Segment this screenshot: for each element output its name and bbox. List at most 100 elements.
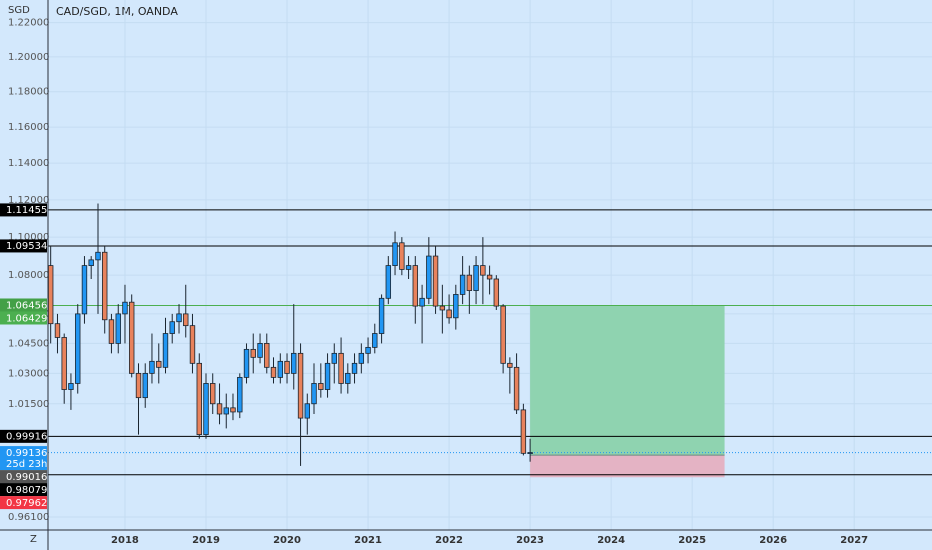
candle-body [513, 366, 520, 411]
candle-body [338, 352, 344, 384]
candle-body [473, 265, 479, 291]
candle-body [122, 301, 128, 315]
candle-body [459, 274, 466, 295]
price-label-box [0, 203, 47, 217]
candle-body [426, 255, 432, 299]
price-label-box [0, 239, 47, 253]
price-label: 1.11455 [6, 205, 47, 216]
y-tick-label: 1.10000 [8, 232, 49, 243]
candle-body [466, 274, 473, 291]
candle-body [203, 383, 209, 436]
candle-body [115, 313, 121, 344]
candle-body [223, 407, 229, 415]
candle-body [500, 305, 506, 364]
price-label: 0.99136 [6, 448, 47, 459]
candle-body [210, 383, 216, 405]
candle-body [304, 403, 310, 419]
candle-body [88, 259, 94, 266]
x-tick-label: 2027 [840, 535, 868, 546]
x-tick-label: 2025 [678, 535, 706, 546]
price-label-box [0, 470, 47, 484]
x-tick-label: 2023 [516, 535, 544, 546]
candle-body [47, 265, 54, 325]
x-tick-label: 2020 [273, 535, 301, 546]
candle-body [345, 372, 351, 384]
candle-body [95, 251, 101, 261]
chart-title: CAD/SGD, 1M, OANDA [56, 5, 178, 18]
price-label-box [0, 311, 47, 325]
y-tick-label: 1.08000 [8, 270, 49, 281]
candle-body [61, 337, 67, 390]
candle-body [405, 265, 412, 270]
candle-body [250, 348, 256, 358]
candle-body [68, 383, 74, 390]
candle-body [365, 346, 371, 354]
y-tick-label: 1.01500 [8, 399, 49, 410]
price-label: 0.97962 [6, 498, 47, 509]
candle-body [378, 297, 385, 334]
candle-body [432, 255, 439, 307]
candle-body [81, 265, 88, 315]
candle-body [243, 348, 250, 378]
corner-label[interactable]: Z [30, 534, 37, 545]
y-tick-label: 0.96100 [8, 512, 49, 523]
candle-body [264, 343, 270, 368]
price-label-box [0, 483, 47, 497]
candle-body [358, 352, 365, 364]
profit-zone [530, 305, 725, 456]
candle-body [297, 352, 304, 419]
x-tick-label: 2021 [354, 535, 382, 546]
price-label: 0.99916 [6, 432, 47, 443]
price-label: 1.06456 [6, 300, 47, 311]
candle-body [102, 251, 108, 321]
y-axis-label: SGD [8, 5, 30, 16]
price-label: 1.09534 [6, 241, 47, 252]
candle-body [257, 343, 263, 358]
candle-body [311, 383, 317, 405]
candle-body [176, 313, 182, 323]
candle-body [108, 319, 115, 344]
price-label-box [0, 496, 47, 510]
candle-body [318, 383, 324, 390]
y-tick-label: 1.12000 [8, 195, 49, 206]
candle-body [270, 366, 277, 378]
candle-body [237, 376, 243, 413]
candle-body [196, 362, 202, 436]
candle-body [486, 274, 493, 280]
candle-body [507, 362, 513, 368]
y-tick-label: 1.18000 [8, 87, 49, 98]
candle-body [385, 265, 392, 299]
candle-body [277, 360, 284, 378]
candle-body [372, 333, 378, 348]
price-label-box [0, 446, 47, 471]
candle-body [399, 242, 405, 270]
candle-body [480, 265, 486, 276]
candle-body [183, 313, 189, 327]
candle-body [446, 309, 452, 319]
candle-body [284, 360, 290, 374]
candle-body [493, 278, 500, 307]
loss-zone [530, 455, 725, 478]
candle-body [216, 403, 223, 415]
y-tick-label: 1.20000 [8, 52, 49, 63]
candle-body [129, 301, 135, 374]
candle-body [156, 360, 162, 368]
candle-body [439, 305, 446, 311]
price-label-box [0, 298, 47, 312]
candle-body [169, 321, 175, 334]
y-tick-label: 1.04500 [8, 338, 49, 349]
candle-body [291, 352, 297, 374]
x-tick-label: 2024 [597, 535, 625, 546]
candle-body [189, 325, 196, 364]
candle-body [351, 362, 358, 374]
y-tick-label: 1.03000 [8, 368, 49, 379]
candle-body [142, 372, 148, 399]
x-tick-label: 2018 [111, 535, 139, 546]
candle-body [75, 313, 81, 384]
x-tick-label: 2026 [759, 535, 787, 546]
price-label: 0.98079 [6, 485, 47, 496]
candle-body [392, 242, 398, 266]
candle-body [230, 407, 236, 413]
price-countdown: 25d 23h [6, 459, 47, 470]
